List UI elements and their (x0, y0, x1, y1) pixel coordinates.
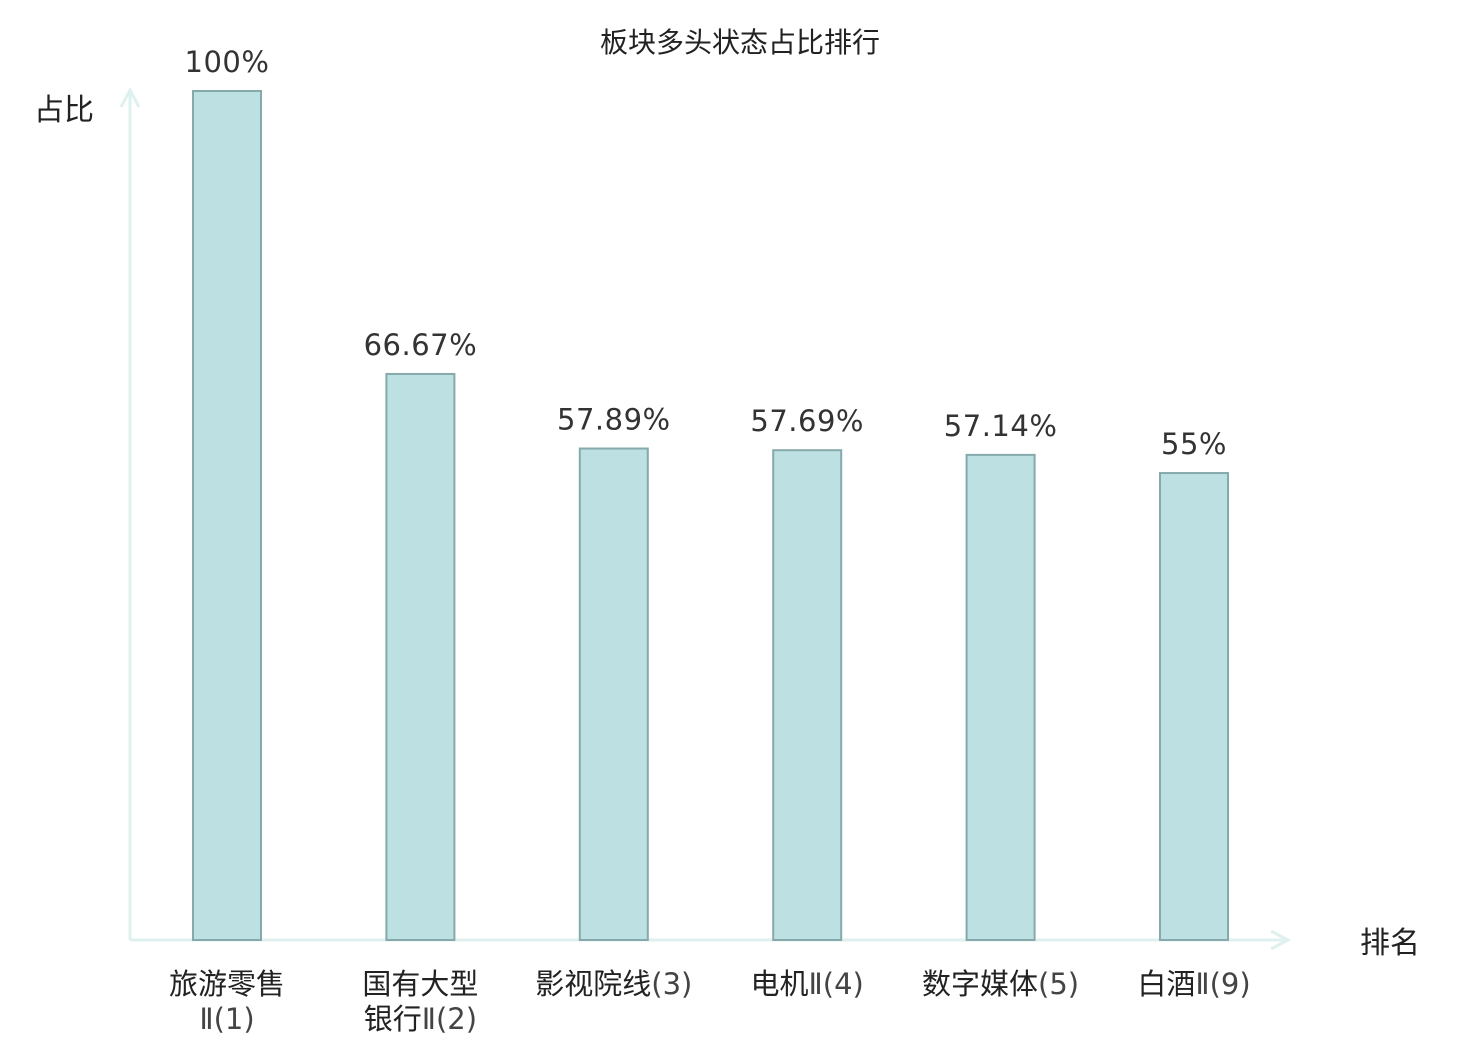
bar-1 (192, 90, 262, 941)
y-axis-label: 占比 (34, 93, 94, 128)
category-label-6: 白酒Ⅱ(9) (1137, 967, 1250, 1001)
x-axis-arrow-icon (1270, 929, 1292, 951)
value-label-6: 55% (1161, 427, 1227, 461)
x-axis-label: 排名 (1360, 926, 1420, 961)
value-label-2: 66.67% (364, 328, 478, 362)
category-labels: 旅游零售 Ⅱ(1) 国有大型银行Ⅱ(2) 影视院线(3) 电机Ⅱ(4) 数字媒体(5) 白酒… (169, 967, 1251, 1036)
y-axis-arrow-icon (119, 86, 141, 108)
category-label-1: 旅游零售 Ⅱ(1) (169, 967, 285, 1036)
bar-5 (965, 453, 1036, 941)
category-label-4: 电机Ⅱ(4) (751, 967, 864, 1001)
value-labels: 100% 66.67% 57.89% 57.69% 57.14% 55% (185, 45, 1227, 461)
bar-4 (772, 449, 843, 941)
bar-3 (578, 447, 649, 941)
bars (192, 90, 1229, 942)
value-label-1: 100% (185, 45, 270, 79)
value-label-4: 57.69% (750, 404, 864, 438)
category-label-5: 数字媒体(5) (922, 967, 1079, 1001)
category-label-2: 国有大型银行Ⅱ(2) (362, 967, 478, 1036)
bar-2 (385, 372, 456, 942)
category-label-3: 影视院线(3) (535, 967, 692, 1001)
value-label-5: 57.14% (944, 409, 1058, 443)
bar-6 (1159, 472, 1229, 941)
value-label-3: 57.89% (557, 403, 671, 437)
axes (119, 86, 1292, 951)
chart-title: 板块多头状态占比排行 (600, 26, 880, 59)
